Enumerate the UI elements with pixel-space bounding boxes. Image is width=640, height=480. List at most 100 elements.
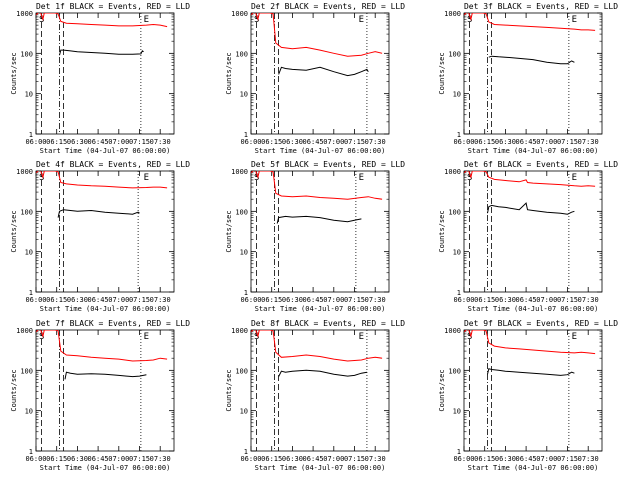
start-marker: S bbox=[254, 332, 259, 342]
y-tick-label: 1 bbox=[457, 448, 461, 456]
x-tick-label: 07:15 bbox=[557, 296, 578, 304]
start-marker: S bbox=[254, 15, 259, 25]
series-line-lld bbox=[251, 171, 383, 200]
end-marker: E bbox=[144, 332, 149, 342]
x-tick-label: 06:15 bbox=[261, 296, 282, 304]
x-tick-label: 07:00 bbox=[536, 138, 557, 146]
chart-panel: Det 3f BLACK = Events, RED = LLD 1 10 100 10… bbox=[438, 2, 618, 155]
x-tick-label: 07:15 bbox=[557, 138, 578, 146]
y-tick-label: 10 bbox=[453, 408, 461, 416]
x-tick-label: 07:00 bbox=[108, 296, 129, 304]
series-line-lld bbox=[36, 13, 168, 28]
end-marker: E bbox=[572, 173, 577, 183]
end-marker: E bbox=[359, 332, 364, 342]
x-tick-label: 06:00 bbox=[240, 296, 261, 304]
x-tick-label: 06:45 bbox=[303, 138, 324, 146]
y-tick-label: 1000 bbox=[444, 168, 461, 176]
series-line-lld bbox=[251, 330, 383, 362]
x-tick-label: 06:45 bbox=[516, 296, 537, 304]
x-tick-label: 07:15 bbox=[129, 455, 150, 463]
chart-title: Det 5f BLACK = Events, RED = LLD bbox=[251, 160, 405, 169]
y-tick-label: 1000 bbox=[16, 327, 33, 335]
y-axis-label: Counts/sec bbox=[225, 210, 233, 252]
chart-title: Det 4f BLACK = Events, RED = LLD bbox=[36, 160, 190, 169]
x-tick-label: 07:30 bbox=[365, 138, 386, 146]
series-line-lld bbox=[36, 171, 168, 189]
chart-panel: Det 9f BLACK = Events, RED = LLD 1 10 100 10… bbox=[438, 319, 618, 472]
x-tick-label: 06:15 bbox=[46, 455, 67, 463]
x-tick-label: 07:30 bbox=[578, 296, 599, 304]
x-tick-label: 07:15 bbox=[129, 296, 150, 304]
y-tick-label: 100 bbox=[20, 367, 33, 375]
plot-frame bbox=[250, 170, 390, 293]
x-tick-label: 07:15 bbox=[129, 138, 150, 146]
x-tick-label: 06:00 bbox=[25, 455, 46, 463]
start-marker: S bbox=[254, 173, 259, 183]
y-tick-label: 100 bbox=[20, 208, 33, 216]
x-tick-label: 07:00 bbox=[108, 455, 129, 463]
series-line-lld bbox=[464, 171, 596, 187]
x-tick-label: 07:00 bbox=[536, 455, 557, 463]
y-tick-label: 10 bbox=[25, 408, 33, 416]
start-marker: S bbox=[39, 332, 44, 342]
x-tick-label: 06:30 bbox=[282, 296, 303, 304]
y-tick-label: 10 bbox=[25, 249, 33, 257]
end-marker: E bbox=[144, 15, 149, 25]
x-tick-label: 07:30 bbox=[578, 138, 599, 146]
y-tick-label: 1000 bbox=[444, 10, 461, 18]
series-line-events bbox=[278, 66, 369, 77]
x-tick-label: 06:15 bbox=[474, 296, 495, 304]
y-tick-label: 1000 bbox=[231, 327, 248, 335]
end-marker: E bbox=[572, 332, 577, 342]
y-tick-label: 1000 bbox=[16, 10, 33, 18]
x-tick-label: 06:15 bbox=[46, 296, 67, 304]
start-marker: S bbox=[467, 173, 472, 183]
x-axis-label: Start Time (04-Jul-07 06:00:00) bbox=[468, 464, 599, 472]
y-tick-label: 1000 bbox=[231, 10, 248, 18]
x-tick-label: 06:30 bbox=[495, 455, 516, 463]
chart-panel: Det 1f BLACK = Events, RED = LLD 1 10 100 10… bbox=[10, 2, 190, 155]
chart-panel: Det 8f BLACK = Events, RED = LLD 1 10 100 10… bbox=[225, 319, 405, 472]
y-tick-label: 1 bbox=[244, 289, 248, 297]
start-marker: S bbox=[467, 15, 472, 25]
x-tick-label: 07:00 bbox=[108, 138, 129, 146]
y-tick-label: 1000 bbox=[231, 168, 248, 176]
series-line-events bbox=[488, 55, 575, 65]
series-line-events bbox=[57, 209, 140, 218]
x-tick-label: 07:30 bbox=[365, 296, 386, 304]
plot-frame bbox=[250, 12, 390, 135]
x-tick-label: 06:30 bbox=[282, 138, 303, 146]
y-tick-label: 100 bbox=[235, 50, 248, 58]
y-axis-label: Counts/sec bbox=[438, 52, 446, 94]
y-tick-label: 1 bbox=[457, 131, 461, 139]
series-line-events bbox=[487, 368, 575, 376]
x-axis-label: Start Time (04-Jul-07 06:00:00) bbox=[255, 147, 386, 155]
y-axis-label: Counts/sec bbox=[10, 52, 18, 94]
y-tick-label: 10 bbox=[240, 91, 248, 99]
x-tick-label: 06:45 bbox=[303, 455, 324, 463]
x-tick-label: 06:30 bbox=[282, 455, 303, 463]
series-line-events bbox=[59, 49, 144, 56]
y-tick-label: 100 bbox=[448, 50, 461, 58]
x-tick-label: 06:15 bbox=[474, 455, 495, 463]
series-line-events bbox=[64, 371, 147, 380]
x-tick-label: 06:45 bbox=[303, 296, 324, 304]
y-axis-label: Counts/sec bbox=[225, 369, 233, 411]
x-tick-label: 06:30 bbox=[495, 138, 516, 146]
y-tick-label: 10 bbox=[240, 408, 248, 416]
plot-frame bbox=[35, 329, 175, 452]
y-tick-label: 100 bbox=[235, 367, 248, 375]
x-tick-label: 06:15 bbox=[261, 138, 282, 146]
x-axis-label: Start Time (04-Jul-07 06:00:00) bbox=[255, 305, 386, 313]
x-tick-label: 06:00 bbox=[25, 296, 46, 304]
x-axis-label: Start Time (04-Jul-07 06:00:00) bbox=[468, 147, 599, 155]
y-tick-label: 1 bbox=[29, 448, 33, 456]
x-tick-label: 06:45 bbox=[88, 138, 109, 146]
chart-title: Det 6f BLACK = Events, RED = LLD bbox=[464, 160, 618, 169]
y-axis-label: Counts/sec bbox=[438, 369, 446, 411]
x-tick-label: 06:15 bbox=[46, 138, 67, 146]
plot-frame bbox=[463, 329, 603, 452]
end-marker: E bbox=[572, 15, 577, 25]
chart-panel: Det 4f BLACK = Events, RED = LLD 1 10 100 10… bbox=[10, 160, 190, 313]
y-tick-label: 1000 bbox=[16, 168, 33, 176]
